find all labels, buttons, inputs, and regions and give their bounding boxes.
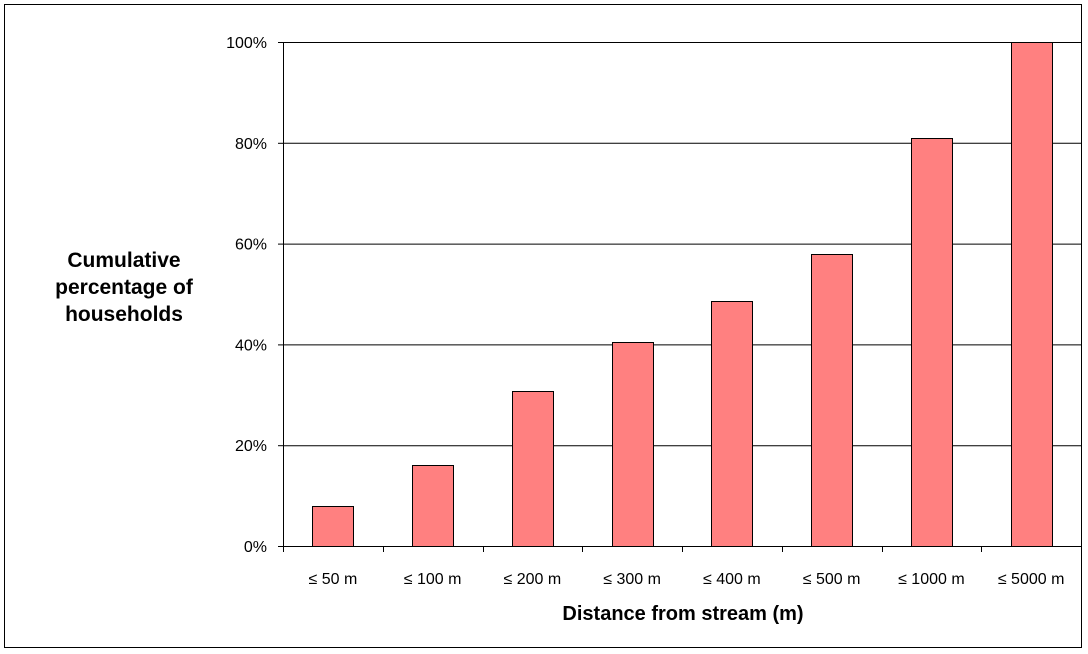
x-tick-label: ≤ 200 m: [504, 571, 562, 588]
y-axis-label: Cumulative percentage of households: [36, 247, 212, 328]
y-tick-label: 60%: [235, 237, 267, 254]
x-tick-label: ≤ 300 m: [603, 571, 661, 588]
bar: [911, 138, 953, 547]
gridlines: [283, 42, 1081, 447]
y-axis-label-line: percentage of: [55, 276, 193, 299]
x-tick-label: ≤ 400 m: [703, 571, 761, 588]
bar: [512, 391, 554, 547]
x-axis-label: Distance from stream (m): [562, 603, 803, 625]
y-tick-label: 40%: [235, 337, 267, 354]
bar: [711, 301, 753, 547]
y-axis-label-line: households: [65, 303, 183, 326]
y-axis-label-line: Cumulative: [67, 249, 181, 272]
x-tick-label: ≤ 1000 m: [898, 571, 965, 588]
y-tick-label: 0%: [244, 539, 267, 556]
y-tick-label: 100%: [226, 35, 267, 52]
x-tick-label: ≤ 5000 m: [998, 571, 1065, 588]
bar: [312, 506, 354, 547]
bar: [811, 254, 853, 547]
bar: [412, 465, 454, 547]
x-tick-label: ≤ 100 m: [404, 571, 462, 588]
bar: [1011, 42, 1053, 547]
y-tick-label: 80%: [235, 136, 267, 153]
axes: 0% 20% 40% 60% 80% 100% ≤ 50 m ≤ 100 m ≤ 200 m ≤ …: [226, 35, 1082, 588]
bars: [312, 42, 1053, 547]
bar: [612, 342, 654, 547]
x-tick-label: ≤ 500 m: [803, 571, 861, 588]
y-tick-label: 20%: [235, 438, 267, 455]
x-tick-label: ≤ 50 m: [308, 571, 357, 588]
